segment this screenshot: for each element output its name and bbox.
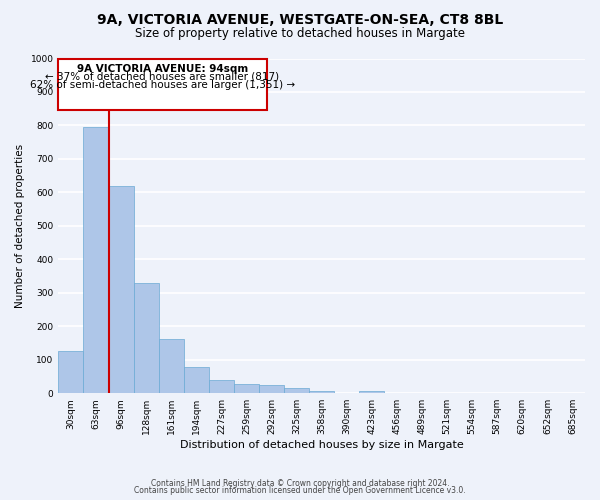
Text: Contains public sector information licensed under the Open Government Licence v3: Contains public sector information licen… (134, 486, 466, 495)
Text: 9A, VICTORIA AVENUE, WESTGATE-ON-SEA, CT8 8BL: 9A, VICTORIA AVENUE, WESTGATE-ON-SEA, CT… (97, 12, 503, 26)
Bar (159, 339, 184, 393)
Bar (58, 352, 83, 393)
Bar (309, 390, 334, 393)
Text: Size of property relative to detached houses in Margate: Size of property relative to detached ho… (135, 28, 465, 40)
Bar (83, 127, 109, 393)
Bar (359, 390, 385, 393)
Bar (109, 186, 134, 393)
Text: Contains HM Land Registry data © Crown copyright and database right 2024.: Contains HM Land Registry data © Crown c… (151, 478, 449, 488)
Bar (259, 385, 284, 393)
Y-axis label: Number of detached properties: Number of detached properties (15, 144, 25, 308)
Bar (234, 384, 259, 393)
Bar (284, 388, 309, 393)
Text: 9A VICTORIA AVENUE: 94sqm: 9A VICTORIA AVENUE: 94sqm (77, 64, 248, 74)
X-axis label: Distribution of detached houses by size in Margate: Distribution of detached houses by size … (180, 440, 464, 450)
Text: 62% of semi-detached houses are larger (1,351) →: 62% of semi-detached houses are larger (… (30, 80, 295, 90)
Bar (134, 283, 159, 393)
Bar (184, 367, 209, 393)
FancyBboxPatch shape (58, 58, 266, 110)
Bar (209, 380, 234, 393)
Text: ← 37% of detached houses are smaller (817): ← 37% of detached houses are smaller (81… (46, 72, 280, 82)
